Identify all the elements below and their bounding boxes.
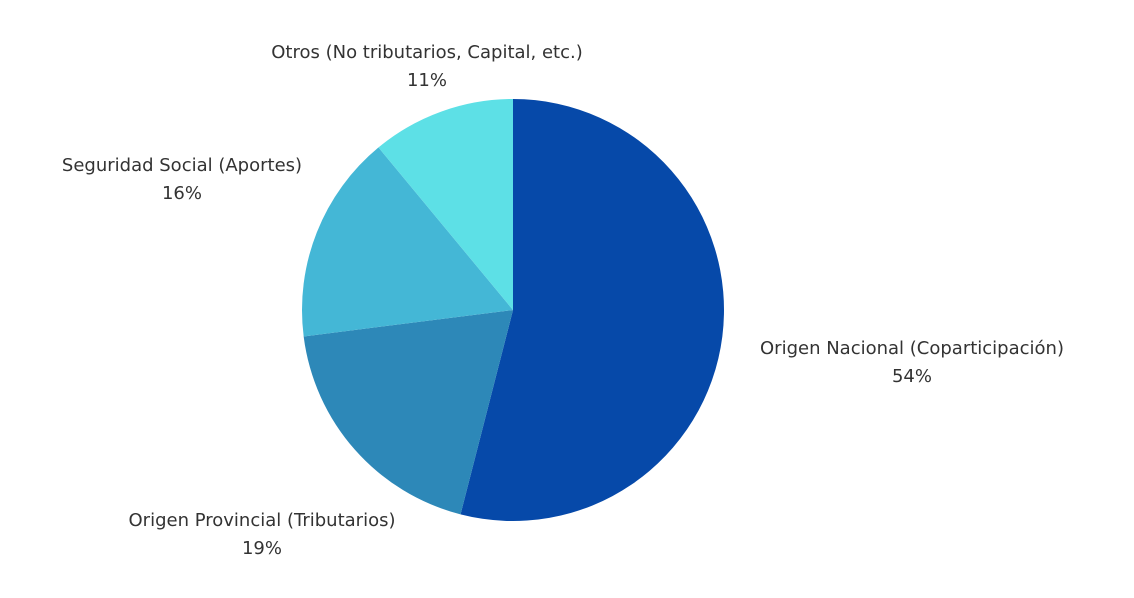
slice-value-label: 16% xyxy=(162,183,202,204)
slice-value-label: 19% xyxy=(242,538,282,559)
slice-label: Origen Provincial (Tributarios) xyxy=(129,510,396,531)
pie-slice xyxy=(460,99,724,521)
pie-slice xyxy=(303,310,513,515)
slice-label: Seguridad Social (Aportes) xyxy=(62,155,302,176)
slice-value-label: 11% xyxy=(407,70,447,91)
slice-label: Origen Nacional (Coparticipación) xyxy=(760,338,1064,359)
pie-slice xyxy=(302,147,513,337)
slice-label: Otros (No tributarios, Capital, etc.) xyxy=(271,42,583,63)
pie-slice xyxy=(378,99,513,310)
slice-value-label: 54% xyxy=(892,366,932,387)
